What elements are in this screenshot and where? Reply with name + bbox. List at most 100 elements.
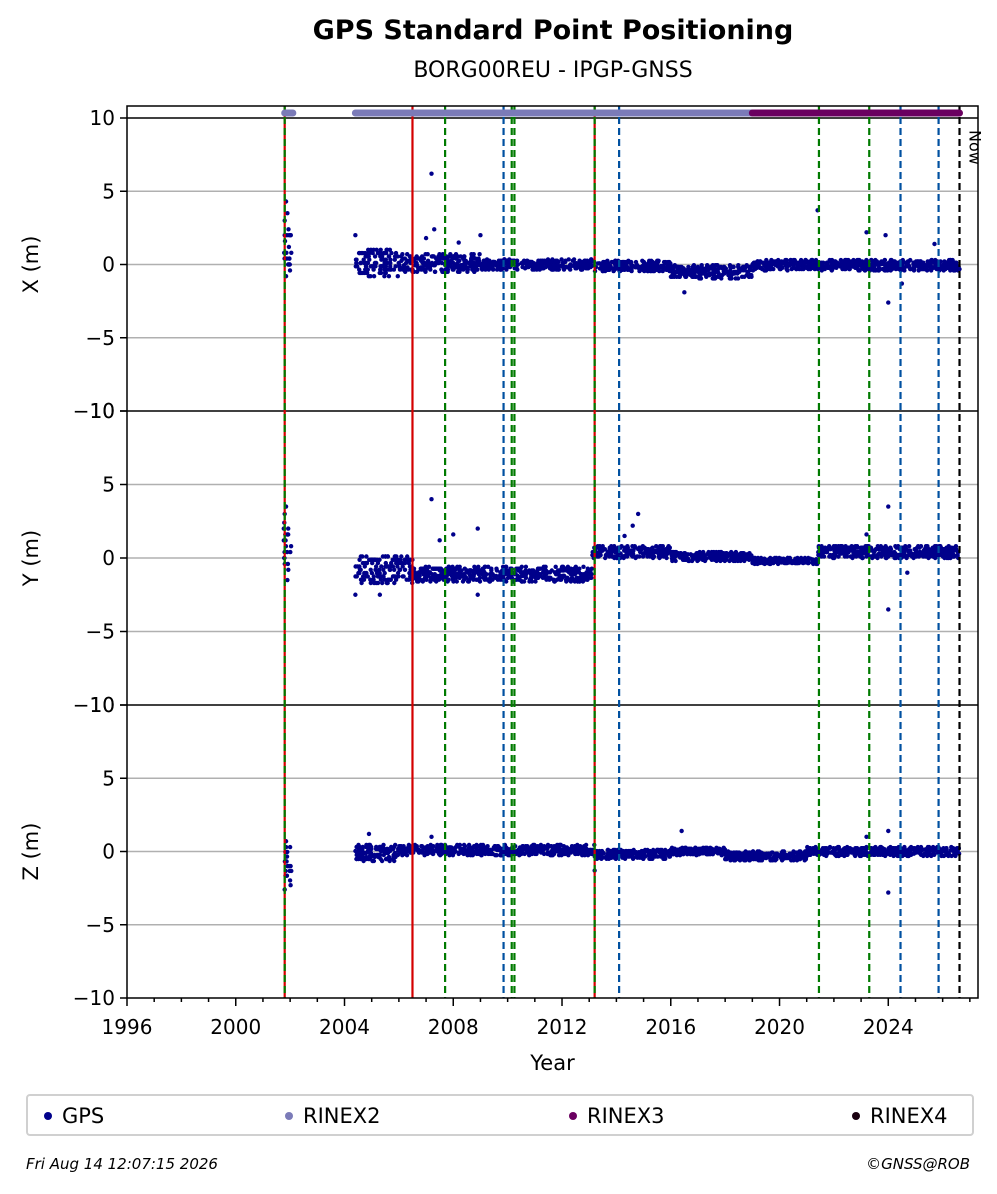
gps-point [416, 579, 421, 584]
gps-point [626, 266, 631, 271]
gps-point [371, 574, 376, 579]
gps-point [606, 267, 611, 272]
gps-point [494, 267, 500, 272]
gps-point [769, 257, 774, 263]
gps-point [870, 259, 875, 264]
gps-point [377, 557, 382, 562]
gps-point [425, 263, 431, 268]
gps-outlier-point [432, 227, 437, 232]
gps-point [917, 551, 922, 556]
gps-point [431, 254, 436, 259]
gps-outlier-point [883, 233, 888, 238]
gps-point [739, 274, 745, 279]
y-tick-label: −5 [86, 620, 115, 644]
gps-point [860, 545, 865, 550]
gps-point [383, 560, 388, 566]
gps-point [722, 271, 727, 276]
gps-point [486, 849, 492, 854]
gps-point [561, 844, 566, 849]
gps-point [473, 256, 478, 261]
gps-point [552, 579, 557, 584]
gps-point [787, 263, 793, 268]
gps-point [605, 552, 610, 558]
gps-point [433, 566, 438, 571]
gps-point [371, 577, 376, 582]
gps-point [426, 564, 432, 569]
gps-point [537, 849, 542, 854]
gps-point [741, 551, 746, 556]
gps-point [392, 580, 397, 586]
gps-point [888, 268, 893, 273]
gps-point [468, 263, 474, 268]
gps-point [661, 259, 667, 265]
gps-outlier-point [630, 523, 635, 528]
gps-point [490, 577, 495, 582]
gps-point [354, 260, 359, 266]
gps-point [287, 262, 292, 267]
gps-outlier-point [886, 504, 891, 509]
gps-point [747, 553, 752, 558]
y-tick-label: 0 [102, 840, 115, 864]
gps-point [728, 268, 733, 273]
gps-point [357, 267, 362, 272]
legend-item-rinex3: RINEX3 [569, 1104, 665, 1128]
gps-point [498, 577, 503, 582]
gps-point [672, 271, 677, 276]
gps-point [939, 265, 944, 270]
gps-point [895, 849, 900, 854]
gps-point [361, 257, 366, 262]
gps-point [459, 573, 464, 579]
gps-point [692, 846, 698, 851]
gps-point [416, 849, 421, 854]
y-tick-label: 5 [102, 766, 115, 790]
gps-point [942, 259, 947, 264]
gps-point [365, 848, 371, 854]
gps-point [354, 574, 359, 579]
gps-outlier-point [285, 211, 290, 216]
gps-point [487, 262, 492, 267]
gps-point [284, 854, 290, 859]
gps-point [625, 554, 630, 559]
gps-point [822, 549, 827, 555]
gps-point [551, 267, 556, 272]
gps-point [657, 554, 662, 559]
gps-point [471, 577, 476, 582]
y-tick-label: −10 [73, 693, 115, 717]
gps-point [927, 848, 933, 853]
gps-point [470, 849, 476, 854]
gps-point [368, 567, 373, 572]
gps-point [861, 846, 866, 851]
gps-point [603, 855, 608, 860]
gps-point [759, 857, 764, 862]
gps-point [892, 554, 898, 559]
gps-point [883, 268, 888, 273]
gps-point [879, 551, 884, 556]
gps-point [461, 842, 467, 848]
gps-point [711, 551, 717, 556]
gps-point [664, 267, 669, 272]
gps-point [780, 849, 785, 854]
gps-point [366, 254, 371, 259]
gps-point [611, 853, 616, 858]
gps-point [382, 270, 388, 276]
gps-outlier-point [682, 290, 687, 295]
gps-point [735, 553, 740, 558]
gps-point [523, 572, 529, 577]
gps-point [821, 852, 827, 857]
gps-point [805, 264, 810, 269]
gps-point [439, 260, 445, 266]
gps-point [416, 570, 422, 575]
gps-point [572, 579, 577, 584]
gps-point [559, 850, 564, 855]
gps-point [893, 544, 898, 549]
gps-point [763, 855, 769, 861]
gps-point [407, 844, 412, 849]
x-tick-label: 2016 [645, 1015, 696, 1039]
gps-point [506, 570, 511, 575]
gps-point [452, 568, 458, 573]
gps-point [437, 252, 442, 257]
legend-label-rinex3: RINEX3 [587, 1104, 665, 1128]
gps-point [376, 250, 381, 256]
gps-point [460, 579, 466, 584]
gps-point [939, 548, 944, 553]
